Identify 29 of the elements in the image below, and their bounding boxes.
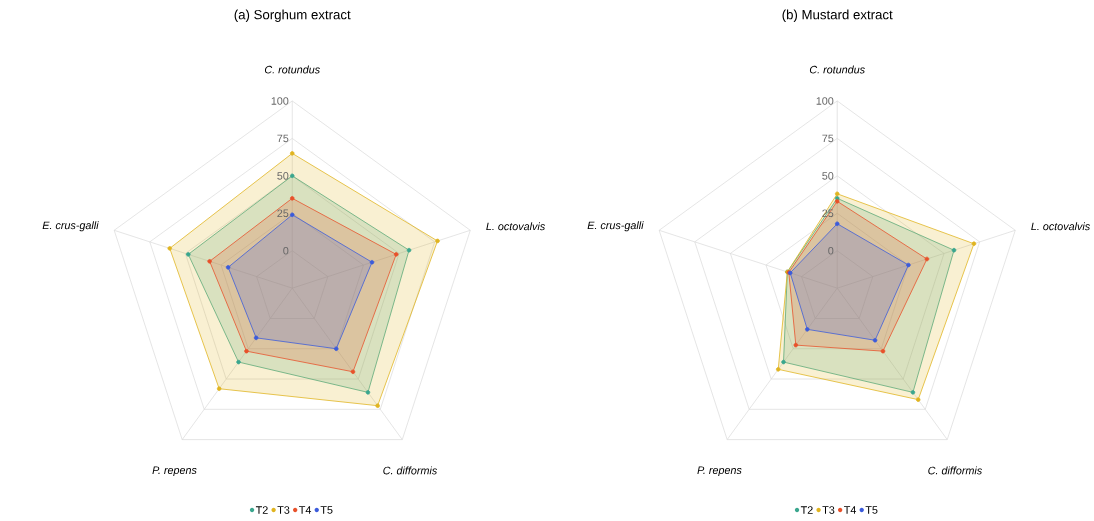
chart-title: (a) Sorghum extract [234, 9, 351, 22]
y-tick-label: 50 [822, 171, 834, 180]
spoke-label: C. rotundus [809, 65, 865, 74]
spoke-label: C. rotundus [264, 65, 320, 74]
y-tick-label: 100 [271, 96, 289, 105]
legend-label: T3 [277, 505, 290, 514]
legend-label: T5 [320, 506, 333, 514]
y-tick-label: 25 [277, 209, 289, 217]
y-tick-label: 0 [828, 246, 834, 255]
legend-label: T3 [822, 505, 835, 514]
chart-title: (b) Mustard extract [782, 9, 893, 22]
spoke-label: C. difformis [928, 466, 982, 475]
y-tick-label: 100 [816, 96, 834, 105]
legend-label: T5 [865, 506, 878, 514]
spoke-label: C. difformis [383, 466, 438, 475]
legend-label: T4 [844, 506, 857, 514]
spoke-label: L. octovalvis [486, 222, 545, 230]
legend-label: T4 [299, 506, 312, 514]
legend-label: T2 [255, 506, 268, 514]
legend-label: T2 [800, 506, 813, 514]
spoke-label: E. crus-galli [587, 221, 644, 232]
y-tick-label: 50 [277, 171, 289, 180]
y-tick-label: 75 [822, 134, 834, 142]
spoke-label: E. crus-galli [42, 221, 99, 232]
y-tick-label: 75 [277, 134, 289, 142]
spoke-label: L. octovalvis [1031, 222, 1090, 230]
y-tick-label: 0 [283, 246, 289, 255]
spoke-label: P. repens [152, 466, 197, 476]
spoke-label: P. repens [697, 466, 742, 476]
